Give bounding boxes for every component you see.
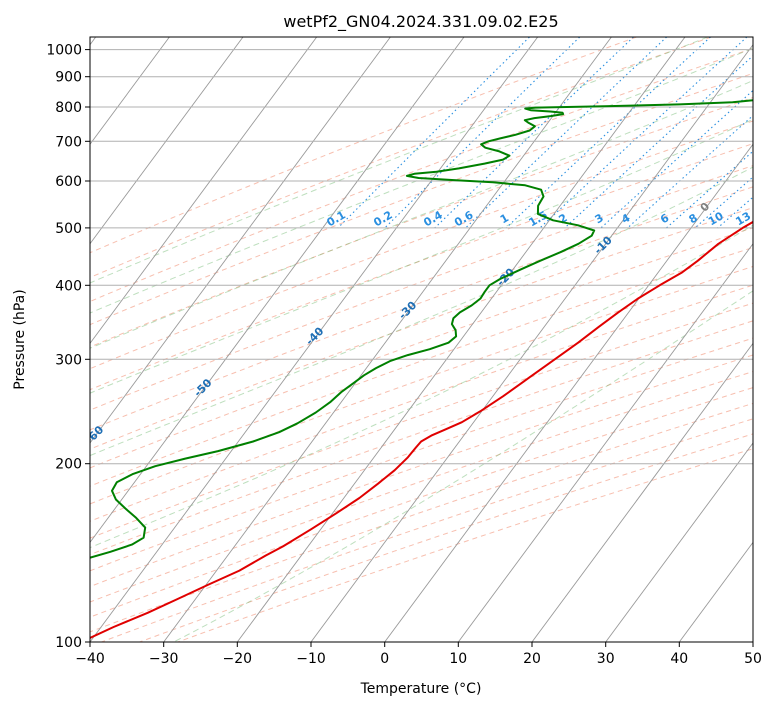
chart-title: wetPf2_GN04.2024.331.09.02.E25 bbox=[283, 12, 558, 32]
x-tick-label: −20 bbox=[223, 651, 253, 667]
y-tick-label: 700 bbox=[55, 134, 82, 150]
y-tick-label: 900 bbox=[55, 70, 82, 86]
plot-area: -100-90-80-70-60-50-40-30-20-10010203040… bbox=[0, 37, 775, 642]
y-tick-label: 200 bbox=[55, 457, 82, 473]
y-axis-label: Pressure (hPa) bbox=[12, 289, 28, 389]
x-tick-label: −10 bbox=[296, 651, 326, 667]
x-tick-label: −40 bbox=[75, 651, 105, 667]
x-tick-label: −30 bbox=[149, 651, 179, 667]
y-tick-label: 100 bbox=[55, 635, 82, 651]
plot-background bbox=[90, 37, 753, 642]
y-tick-label: 300 bbox=[55, 352, 82, 368]
y-tick-label: 600 bbox=[55, 174, 82, 190]
y-tick-label: 800 bbox=[55, 100, 82, 116]
x-axis-label: Temperature (°C) bbox=[360, 681, 482, 697]
y-tick-label: 400 bbox=[55, 278, 82, 294]
y-tick-label: 500 bbox=[55, 221, 82, 237]
x-tick-label: 0 bbox=[380, 651, 389, 667]
x-tick-label: 10 bbox=[449, 651, 467, 667]
x-tick-label: 50 bbox=[744, 651, 762, 667]
x-tick-label: 20 bbox=[523, 651, 541, 667]
y-tick-label: 1000 bbox=[46, 43, 82, 59]
x-tick-label: 30 bbox=[597, 651, 615, 667]
x-tick-label: 40 bbox=[670, 651, 688, 667]
